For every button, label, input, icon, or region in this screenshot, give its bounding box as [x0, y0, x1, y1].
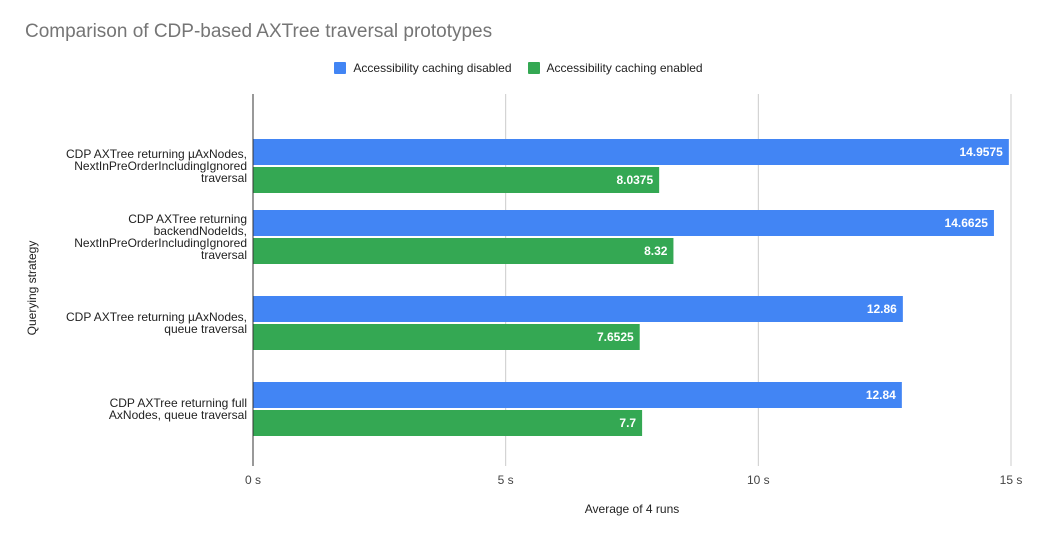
category-label: CDP AXTree returning µAxNodes, NextInPreO…: [66, 147, 247, 185]
bar-value-label: 12.84: [866, 388, 896, 402]
x-tick-label: 15 s: [1000, 473, 1023, 487]
bar-caching-enabled: [253, 238, 674, 264]
legend-item-caching-enabled[interactable]: Accessibility caching enabled: [527, 61, 703, 75]
x-tick-label: 10 s: [747, 473, 770, 487]
bar-value-label: 7.7: [619, 416, 636, 430]
x-tick-label: 0 s: [245, 473, 261, 487]
legend-item-caching-disabled[interactable]: Accessibility caching disabled: [334, 61, 512, 75]
bar-value-label: 14.6625: [945, 216, 989, 230]
bar-value-label: 12.86: [867, 302, 897, 316]
legend-label-caching-enabled: Accessibility caching enabled: [546, 61, 703, 75]
category-label: CDP AXTree returning backendNodeIds, NextI…: [74, 212, 247, 262]
x-axis-title: Average of 4 runs: [584, 502, 680, 516]
category-label: CDP AXTree returning full AxNodes, queue …: [109, 396, 247, 422]
category-label: CDP AXTree returning µAxNodes, queue trav…: [66, 310, 247, 336]
bar-caching-enabled: [253, 167, 660, 193]
legend-swatch-caching-enabled: [527, 62, 540, 74]
bar-caching-enabled: [253, 410, 643, 436]
bar-caching-enabled: [253, 324, 640, 350]
legend-label-caching-disabled: Accessibility caching disabled: [353, 61, 512, 75]
bar-value-label: 8.32: [644, 244, 668, 258]
x-tick-label: 5 s: [498, 473, 514, 487]
bar-caching-disabled: [253, 296, 903, 322]
bar-caching-disabled: [253, 210, 994, 236]
bar-caching-disabled: [253, 382, 902, 408]
chart-title: Comparison of CDP-based AXTree traversal…: [25, 21, 493, 42]
legend: Accessibility caching disabled Accessibi…: [0, 61, 1037, 75]
bar-value-label: 7.6525: [597, 330, 634, 344]
legend-swatch-caching-disabled: [334, 62, 347, 74]
bar-value-label: 8.0375: [616, 173, 653, 187]
bar-value-label: 14.9575: [959, 145, 1003, 159]
bar-caching-disabled: [253, 139, 1009, 165]
